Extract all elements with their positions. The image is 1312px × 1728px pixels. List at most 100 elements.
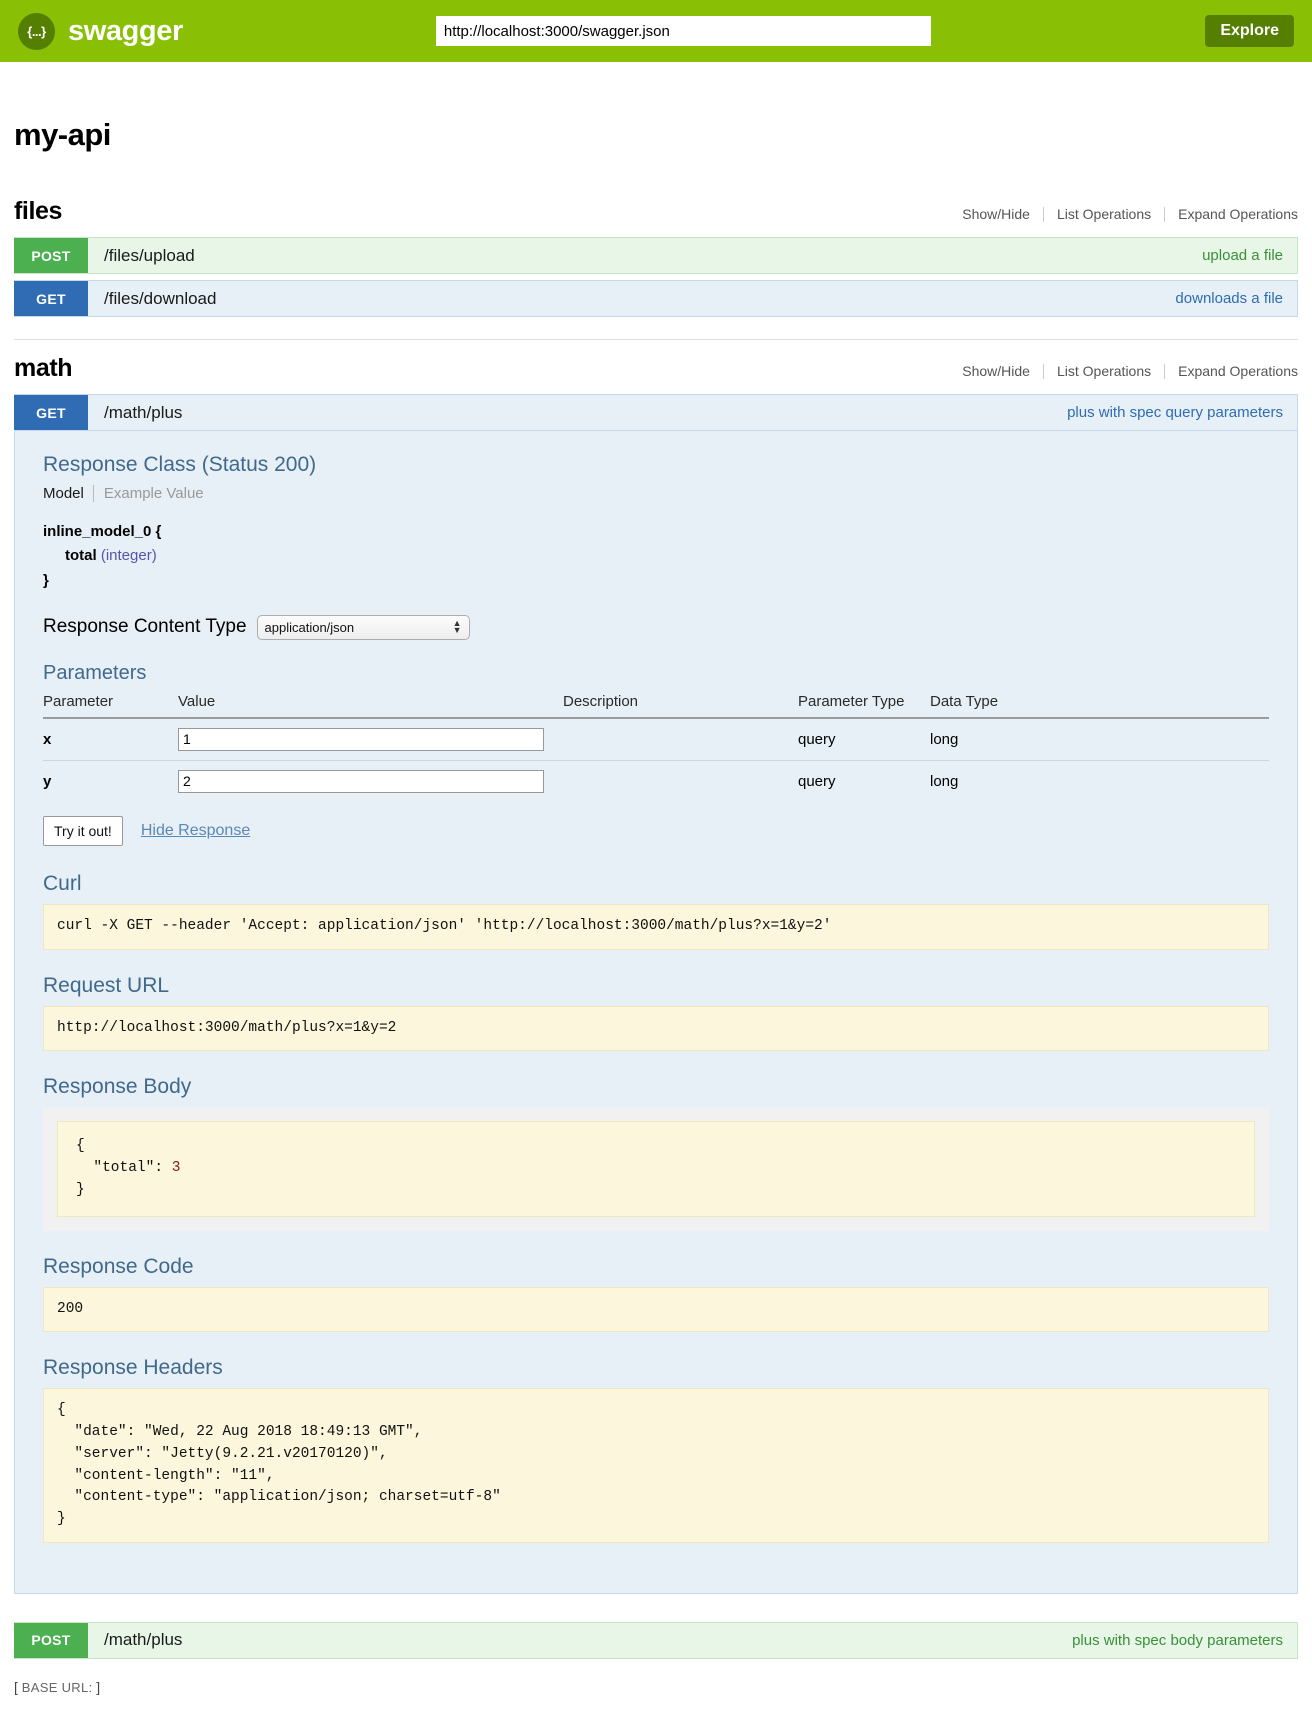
- response-body-key: "total":: [76, 1160, 172, 1177]
- column-header-parameter: Parameter: [43, 692, 178, 719]
- request-url-block: http://localhost:3000/math/plus?x=1&y=2: [43, 1005, 1269, 1052]
- response-body-close-brace: }: [76, 1181, 85, 1198]
- bracket-open: [: [14, 1678, 18, 1695]
- response-body-title: Response Body: [43, 1075, 192, 1099]
- response-code-block: 200: [43, 1286, 1269, 1333]
- param-data-type-x: long: [930, 717, 1269, 761]
- operation-header[interactable]: POST /math/plus plus with spec body para…: [14, 1621, 1298, 1659]
- table-row: y query long: [43, 760, 1269, 802]
- expand-operations-link-files[interactable]: Expand Operations: [1178, 206, 1298, 222]
- parameters-table: Parameter Value Description Parameter Ty…: [43, 692, 1269, 802]
- response-content-type-select-wrapper: application/json ▲ ▼: [256, 614, 470, 640]
- operation-path[interactable]: /math/plus: [104, 402, 183, 422]
- resource-options-files: Show/Hide List Operations Expand Operati…: [949, 206, 1298, 222]
- param-value-cell-y: [178, 760, 563, 802]
- operation-path[interactable]: /files/upload: [104, 245, 195, 265]
- method-badge-post: POST: [14, 1622, 88, 1658]
- expand-operations-link-math[interactable]: Expand Operations: [1178, 363, 1298, 379]
- base-url-footer: [ BASE URL: ]: [14, 1665, 1298, 1715]
- response-content-type-select[interactable]: application/json: [256, 614, 470, 640]
- column-header-description: Description: [563, 692, 798, 719]
- response-content-type-row: Response Content Type application/json ▲…: [43, 614, 1269, 640]
- response-content-type-label: Response Content Type: [43, 616, 247, 638]
- model-example-tabs: Model Example Value: [43, 485, 1269, 502]
- header-actions: Explore: [1205, 15, 1294, 47]
- response-body-value: 3: [171, 1160, 181, 1177]
- main-content: my-api files Show/Hide List Operations E…: [0, 117, 1312, 1715]
- table-header-row: Parameter Value Description Parameter Ty…: [43, 692, 1269, 719]
- operation-post-math-plus: POST /math/plus plus with spec body para…: [14, 1621, 1298, 1659]
- explore-button[interactable]: Explore: [1205, 15, 1294, 47]
- try-it-out-button[interactable]: Try it out!: [43, 815, 123, 846]
- operation-header[interactable]: GET /files/download downloads a file: [14, 280, 1298, 317]
- model-open-brace: inline_model_0 {: [43, 523, 162, 540]
- param-input-x[interactable]: [178, 727, 544, 751]
- curl-title: Curl: [43, 871, 82, 895]
- operation-get-math-plus: GET /math/plus plus with spec query para…: [14, 394, 1298, 1594]
- swagger-brand[interactable]: {...} swagger: [18, 12, 183, 50]
- column-header-value: Value: [178, 692, 563, 719]
- show-hide-link-files[interactable]: Show/Hide: [962, 206, 1030, 222]
- model-field-row: total (integer): [43, 544, 1269, 568]
- operation-header[interactable]: POST /files/upload upload a file: [14, 237, 1298, 274]
- param-data-type-y: long: [930, 772, 959, 790]
- response-body-open-brace: {: [76, 1138, 85, 1155]
- operation-summary[interactable]: plus with spec body parameters: [1072, 1631, 1283, 1649]
- resource-heading-math: math Show/Hide List Operations Expand Op…: [14, 339, 1298, 383]
- param-name-x: x: [43, 717, 178, 761]
- model-close-brace: }: [43, 571, 49, 589]
- param-description-y: [563, 760, 798, 802]
- resource-files: files Show/Hide List Operations Expand O…: [14, 197, 1298, 317]
- response-headers-title: Response Headers: [43, 1356, 223, 1380]
- divider: [1042, 363, 1044, 379]
- operation-path[interactable]: /math/plus: [104, 1630, 183, 1650]
- operation-summary[interactable]: downloads a file: [1175, 290, 1283, 307]
- table-row: x query long: [43, 717, 1269, 761]
- method-badge-get: GET: [14, 395, 88, 430]
- operation-path[interactable]: /files/download: [104, 288, 217, 308]
- model-signature: inline_model_0 { total (integer) }: [43, 520, 1269, 593]
- operations-list-math: GET /math/plus plus with spec query para…: [14, 394, 1298, 1659]
- method-badge-get: GET: [14, 281, 88, 316]
- divider: [1042, 206, 1044, 222]
- tab-example-value[interactable]: Example Value: [103, 485, 204, 502]
- param-type-y: query: [798, 772, 836, 790]
- top-header-bar: {...} swagger Explore: [0, 0, 1312, 62]
- parameters-table-head: Parameter Value Description Parameter Ty…: [43, 692, 1269, 719]
- response-body-block: { "total": 3 }: [57, 1121, 1255, 1217]
- divider: [1164, 206, 1166, 222]
- list-operations-link-files[interactable]: List Operations: [1056, 206, 1152, 222]
- param-value-cell-x: [178, 717, 563, 761]
- operation-summary[interactable]: plus with spec query parameters: [1067, 404, 1283, 421]
- operation-post-files-upload: POST /files/upload upload a file: [14, 237, 1298, 274]
- parameters-title: Parameters: [43, 661, 147, 684]
- curl-command-block: curl -X GET --header 'Accept: applicatio…: [43, 903, 1269, 950]
- operation-header[interactable]: GET /math/plus plus with spec query para…: [14, 394, 1298, 431]
- tab-model[interactable]: Model: [43, 485, 84, 502]
- method-badge-post: POST: [14, 238, 88, 273]
- model-field-type: (integer): [100, 547, 157, 565]
- resource-name-math: math: [14, 354, 73, 382]
- spec-url-input[interactable]: [435, 16, 931, 46]
- resource-heading-files: files Show/Hide List Operations Expand O…: [14, 197, 1298, 226]
- column-header-data-type: Data Type: [930, 692, 1269, 719]
- swagger-brand-name: swagger: [68, 14, 183, 47]
- parameters-table-body: x query long y: [43, 717, 1269, 802]
- operation-details-panel: Response Class (Status 200) Model Exampl…: [14, 431, 1298, 1594]
- divider: [1164, 363, 1166, 379]
- param-description-x: [563, 717, 798, 761]
- swagger-logo-icon: {...}: [18, 12, 55, 50]
- param-type-x: query: [798, 717, 930, 761]
- operation-get-files-download: GET /files/download downloads a file: [14, 280, 1298, 317]
- bracket-close: ]: [96, 1678, 101, 1695]
- hide-response-link[interactable]: Hide Response: [140, 821, 251, 839]
- operations-list-files: POST /files/upload upload a file GET /fi…: [14, 237, 1298, 317]
- param-name-y: y: [43, 772, 52, 790]
- operation-summary[interactable]: upload a file: [1202, 247, 1283, 264]
- resource-math: math Show/Hide List Operations Expand Op…: [14, 339, 1298, 1659]
- divider: [92, 485, 94, 502]
- response-body-container: { "total": 3 }: [43, 1107, 1269, 1231]
- param-input-y[interactable]: [178, 769, 544, 793]
- show-hide-link-math[interactable]: Show/Hide: [962, 363, 1030, 379]
- list-operations-link-math[interactable]: List Operations: [1056, 363, 1152, 379]
